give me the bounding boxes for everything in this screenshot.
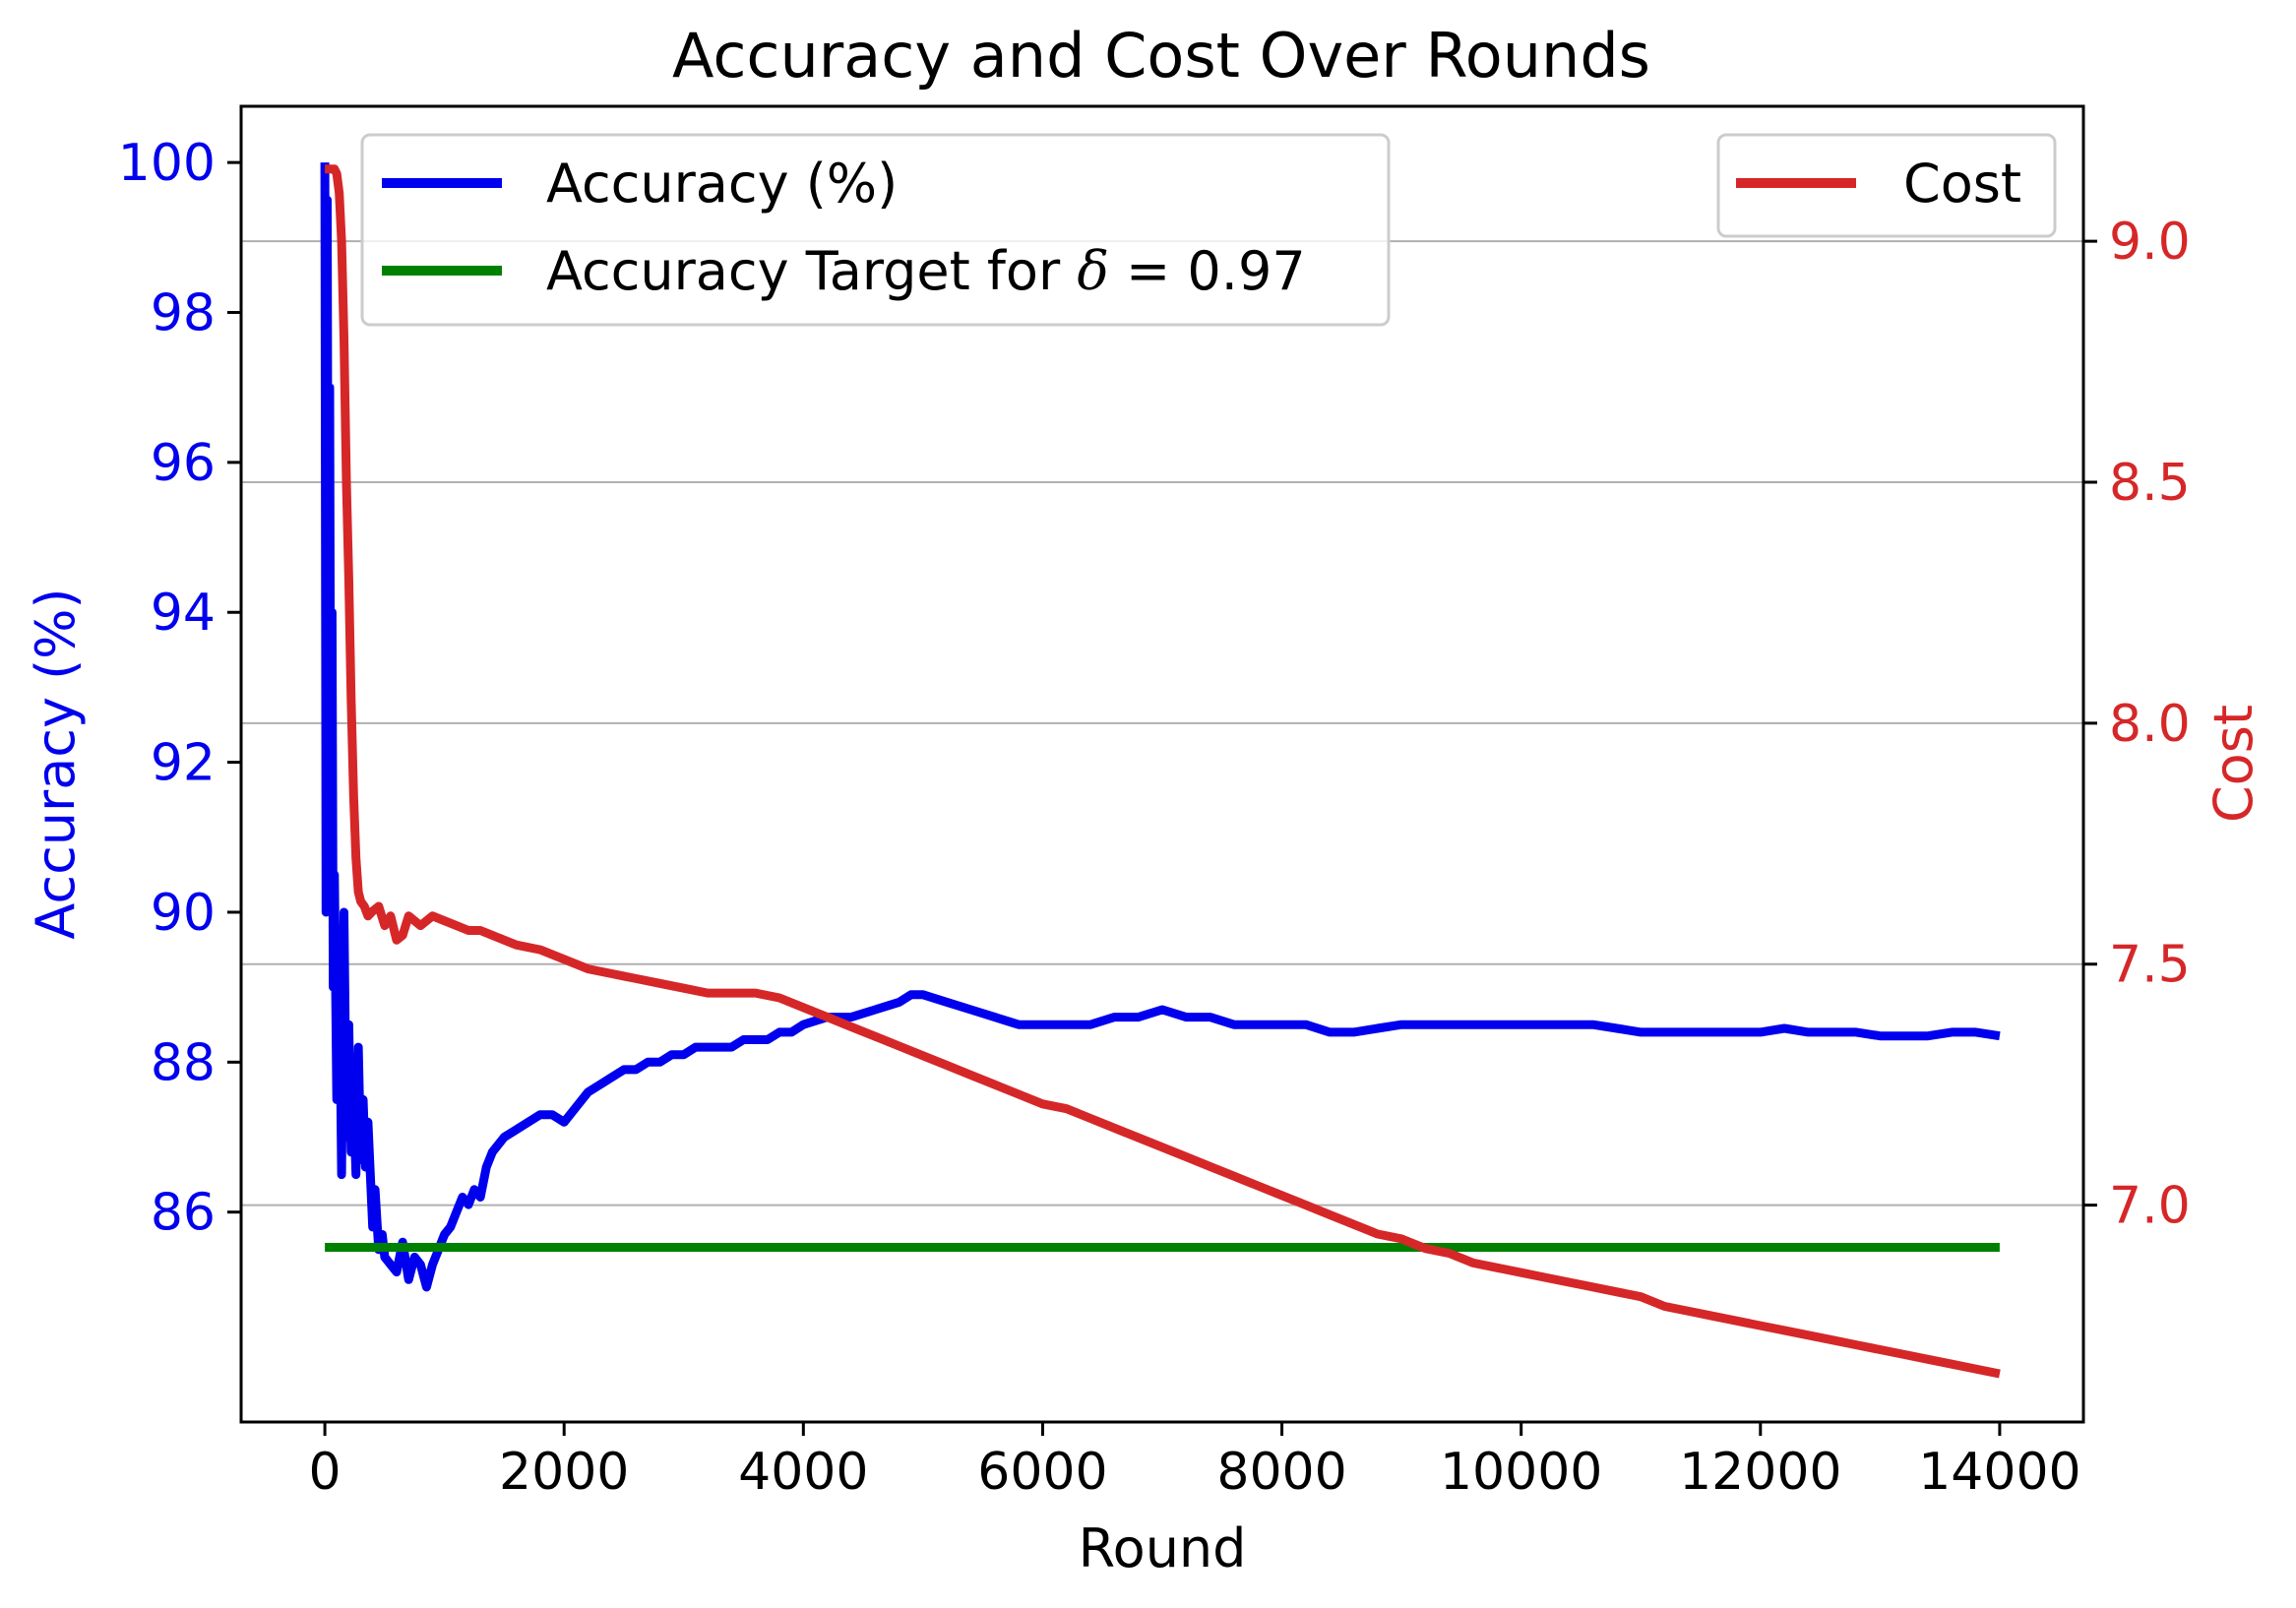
legend-target-label-delta: δ bbox=[1077, 240, 1109, 302]
grid-layer bbox=[241, 240, 2083, 1206]
legend-target-label: Accuracy Target for δ = 0.97 bbox=[546, 240, 1306, 302]
legend-target-label-suffix: = 0.97 bbox=[1109, 240, 1306, 302]
y-left-tick-label-3: 92 bbox=[151, 734, 216, 793]
legend-accuracy-label: Accuracy (%) bbox=[546, 153, 898, 215]
x-tick-label-1: 2000 bbox=[499, 1443, 629, 1502]
y-left-tick-label-5: 96 bbox=[151, 434, 216, 493]
x-axis-label: Round bbox=[1079, 1517, 1247, 1579]
y-left-tick-label-2: 90 bbox=[151, 884, 216, 943]
y-left-tick-label-4: 94 bbox=[151, 584, 216, 643]
y-left-tick-label-1: 88 bbox=[151, 1033, 216, 1092]
axis-layer: 0 2000 4000 6000 8000 10000 12000 14000 86 88 90 92… bbox=[118, 134, 2191, 1502]
legend-cost: Cost bbox=[1716, 133, 2057, 238]
x-tick-label-6: 12000 bbox=[1679, 1443, 1841, 1502]
legend-accuracy-frame bbox=[360, 133, 1391, 327]
y-axis-left-label: Accuracy (%) bbox=[25, 588, 87, 939]
y-left-tick-label-7: 100 bbox=[118, 134, 216, 193]
chart-title: Accuracy and Cost Over Rounds bbox=[672, 20, 1650, 92]
x-tick-label-3: 6000 bbox=[977, 1443, 1107, 1502]
y-right-tick-label-2: 8.0 bbox=[2109, 695, 2191, 754]
y-left-tick-label-6: 98 bbox=[151, 284, 216, 343]
x-tick-label-2: 4000 bbox=[738, 1443, 868, 1502]
y-right-tick-label-4: 9.0 bbox=[2109, 213, 2191, 272]
legend-cost-label: Cost bbox=[1903, 153, 2021, 215]
y-left-tick-label-0: 86 bbox=[151, 1184, 216, 1243]
x-tick-label-7: 14000 bbox=[1918, 1443, 2080, 1502]
y-right-tick-label-1: 7.5 bbox=[2109, 936, 2191, 995]
x-tick-label-0: 0 bbox=[309, 1443, 341, 1502]
legend-accuracy: Accuracy (%) Accuracy Target for δ = 0.9… bbox=[360, 133, 1391, 327]
y-right-tick-label-3: 8.5 bbox=[2109, 454, 2191, 513]
y-right-tick-label-0: 7.0 bbox=[2109, 1177, 2191, 1236]
series-layer bbox=[320, 162, 2001, 1379]
plot-frame bbox=[239, 104, 2085, 1424]
cost-series-line bbox=[325, 164, 2001, 1379]
legend-target-label-prefix: Accuracy Target for bbox=[546, 240, 1077, 302]
x-tick-label-4: 8000 bbox=[1216, 1443, 1346, 1502]
accuracy-series-line bbox=[320, 162, 2001, 1292]
legend-cost-frame bbox=[1716, 133, 2057, 238]
y-axis-right-label: Cost bbox=[2203, 705, 2265, 823]
x-tick-label-5: 10000 bbox=[1440, 1443, 1602, 1502]
